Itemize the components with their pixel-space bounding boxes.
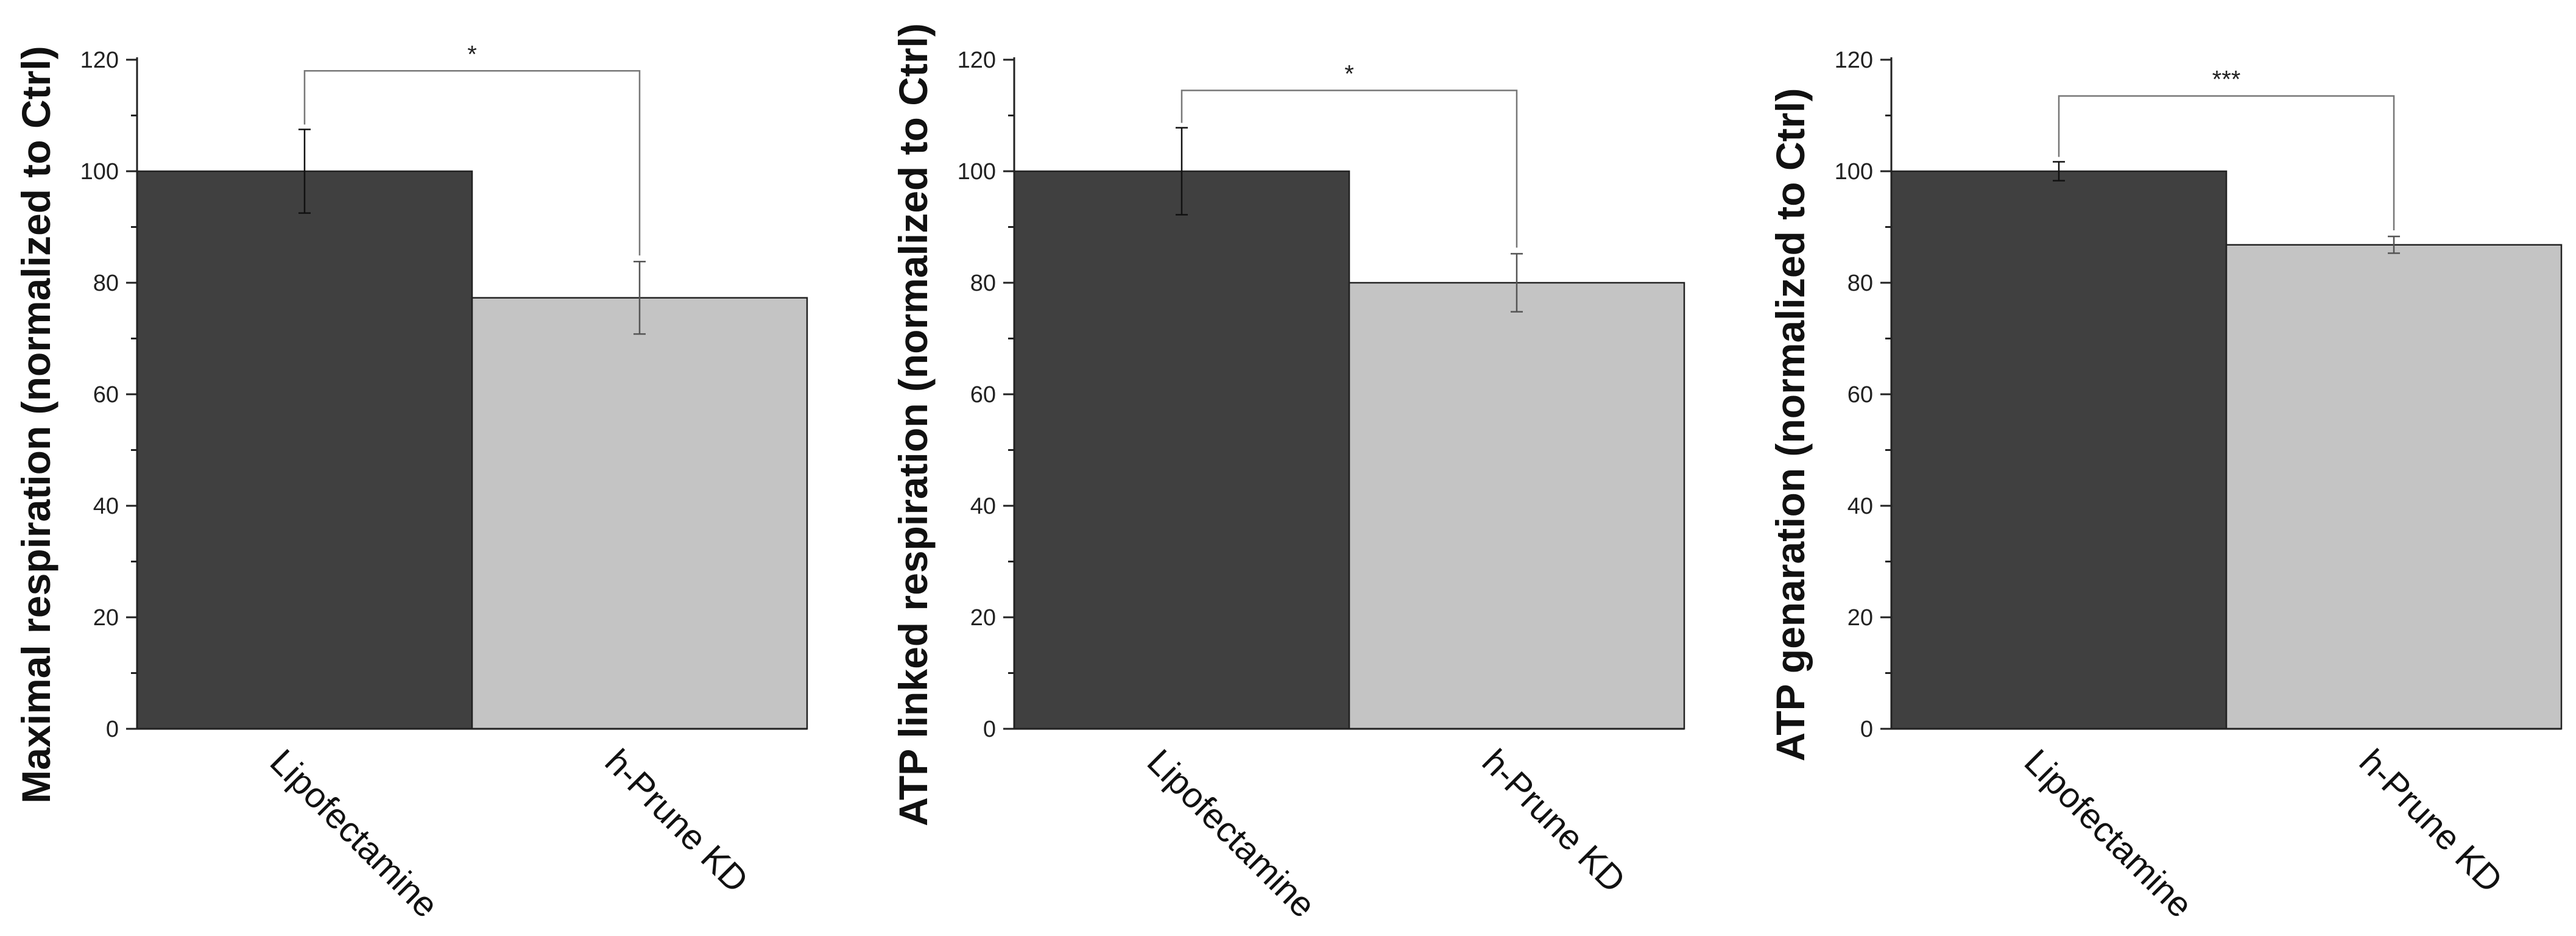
x-tick-label: Lipofectamine xyxy=(2017,742,2200,925)
y-tick-label: 120 xyxy=(958,48,996,73)
error-bar-2 xyxy=(1511,253,1523,313)
chart-panel-3: *** 0 20 40 60 80 100 120 Lipofectamine h-Prune K… xyxy=(1768,48,2563,926)
significance-label: * xyxy=(1344,60,1354,87)
bar-2 xyxy=(2225,244,2563,730)
y-tick-label: 60 xyxy=(1847,382,1873,408)
error-bar-2 xyxy=(2388,235,2400,254)
significance-bracket xyxy=(2058,95,2395,231)
y-tick-label: 80 xyxy=(970,271,996,296)
x-tick-label: h-Prune KD xyxy=(2352,742,2510,900)
y-axis-title: ATP genaration (normalized to Ctrl) xyxy=(1768,88,1813,762)
y-tick-label: 0 xyxy=(983,717,996,742)
x-tick-label: h-Prune KD xyxy=(1475,742,1633,900)
bar-2 xyxy=(471,297,808,730)
bar-2 xyxy=(1348,282,1685,730)
bar-1 xyxy=(1890,170,2228,730)
y-tick-label: 60 xyxy=(970,382,996,408)
y-tick-label: 100 xyxy=(80,159,119,185)
y-tick-label: 0 xyxy=(1860,717,1873,742)
error-bar-1 xyxy=(2053,161,2065,182)
error-bar-1 xyxy=(1176,127,1188,216)
y-tick-label: 20 xyxy=(1847,605,1873,631)
error-bar-1 xyxy=(298,129,311,214)
y-axis-title: ATP linked respiration (normalized to Ct… xyxy=(891,23,936,826)
chart-panel-1: * 0 20 40 60 80 100 120 Lipofectamine h-Prune KD M… xyxy=(13,41,808,926)
y-tick-label: 20 xyxy=(970,605,996,631)
y-tick-label: 100 xyxy=(1835,159,1873,185)
x-tick-label: Lipofectamine xyxy=(1140,742,1323,925)
significance-bracket xyxy=(303,70,641,256)
y-tick-label: 40 xyxy=(970,494,996,519)
y-tick-label: 20 xyxy=(93,605,119,631)
y-tick-label: 120 xyxy=(80,48,119,73)
chart-panel-2: * 0 20 40 60 80 100 120 Lipofectamine h-Prune KD A… xyxy=(891,23,1685,926)
error-bar-2 xyxy=(633,260,646,335)
y-tick-label: 80 xyxy=(93,271,119,296)
y-tick-label: 60 xyxy=(93,382,119,408)
significance-label: *** xyxy=(2212,66,2241,93)
x-tick-label: h-Prune KD xyxy=(598,742,756,900)
y-tick-label: 120 xyxy=(1835,48,1873,73)
y-tick-label: 40 xyxy=(93,494,119,519)
y-axis-title: Maximal respiration (normalized to Ctrl) xyxy=(13,46,58,803)
bar-1 xyxy=(1013,170,1350,730)
bar-1 xyxy=(136,170,473,730)
y-tick-label: 100 xyxy=(958,159,996,185)
significance-label: * xyxy=(467,41,477,68)
y-tick-label: 40 xyxy=(1847,494,1873,519)
y-tick-label: 0 xyxy=(106,717,119,742)
y-tick-label: 80 xyxy=(1847,271,1873,296)
significance-bracket xyxy=(1180,90,1518,248)
x-tick-label: Lipofectamine xyxy=(263,742,446,925)
